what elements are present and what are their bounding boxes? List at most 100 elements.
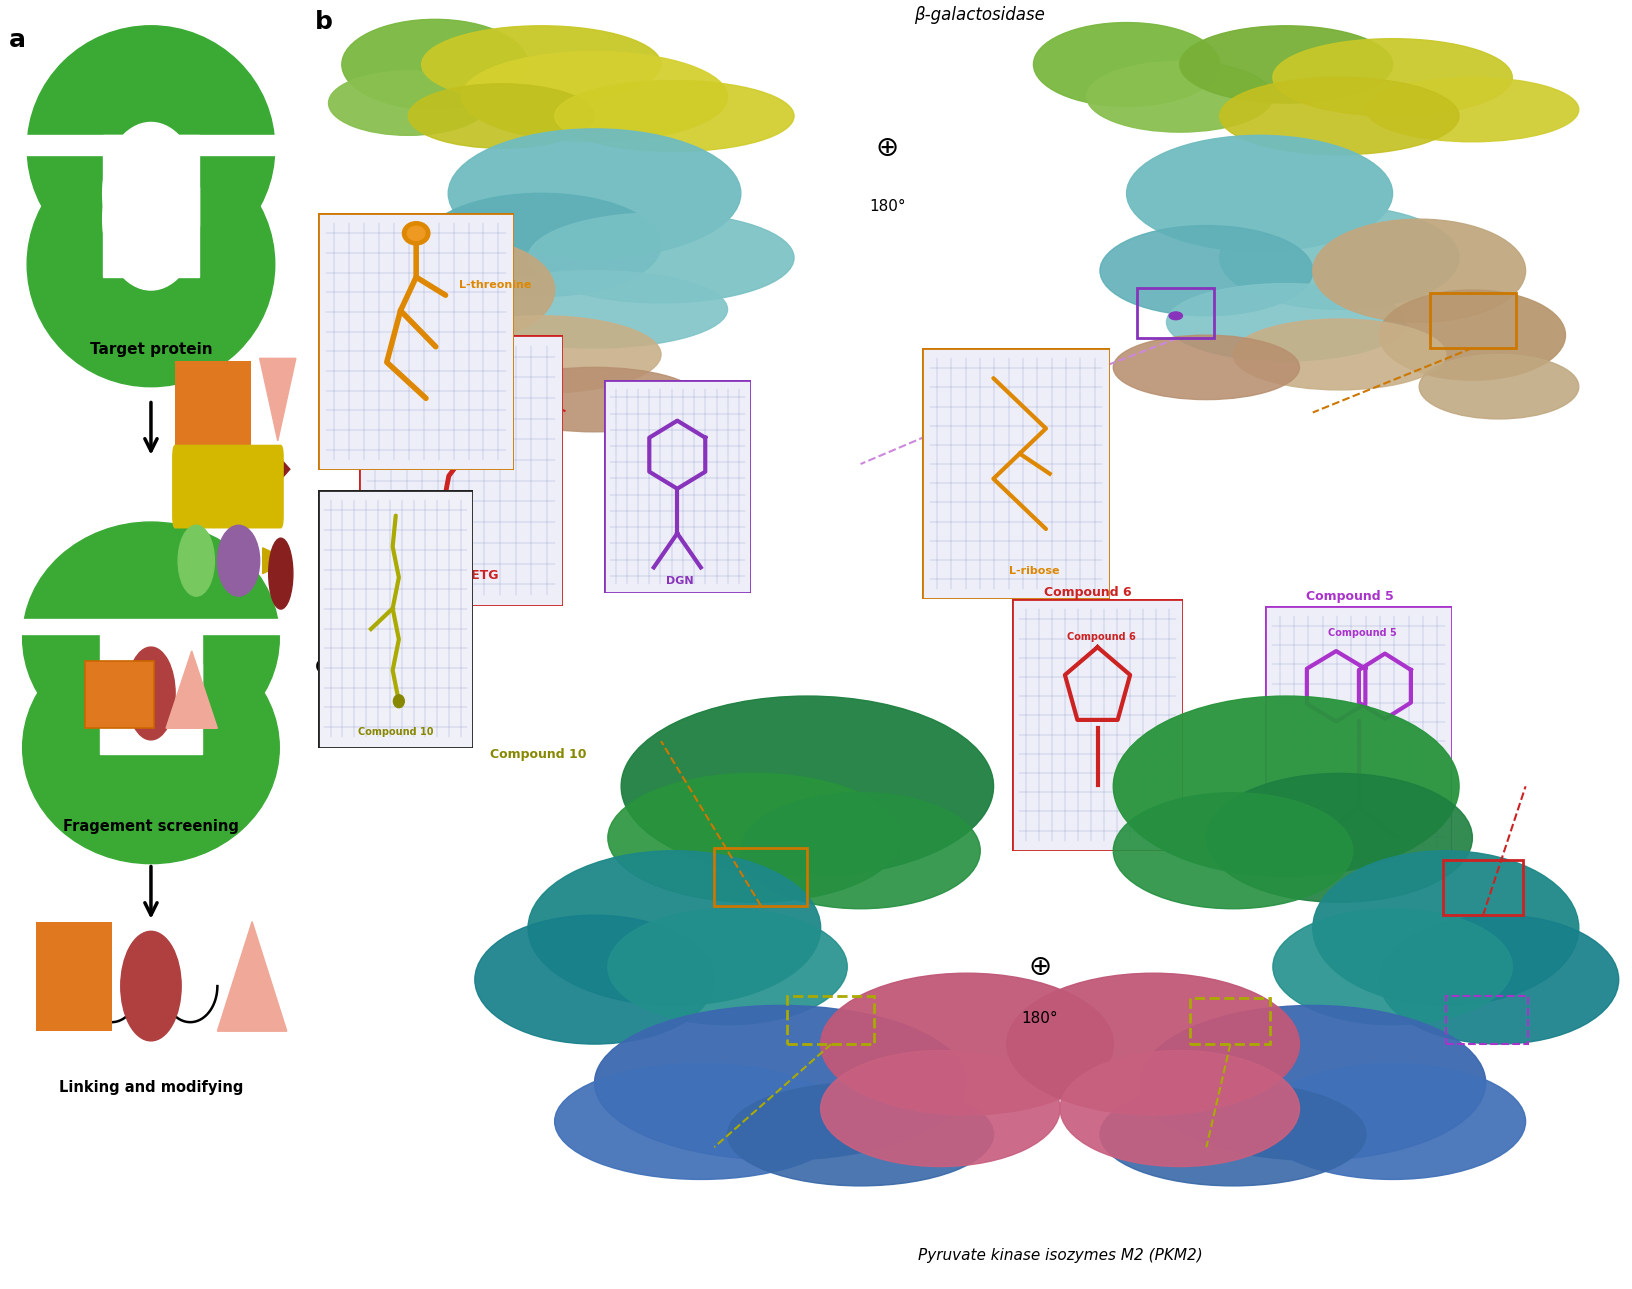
Ellipse shape bbox=[421, 26, 661, 103]
Text: Compound 5: Compound 5 bbox=[1328, 628, 1397, 638]
Ellipse shape bbox=[106, 638, 196, 754]
Ellipse shape bbox=[1379, 290, 1565, 380]
Ellipse shape bbox=[607, 773, 901, 902]
Ellipse shape bbox=[178, 526, 214, 596]
Ellipse shape bbox=[103, 148, 199, 290]
Bar bbox=[103, 135, 199, 226]
Polygon shape bbox=[253, 449, 290, 490]
Ellipse shape bbox=[622, 696, 994, 877]
Ellipse shape bbox=[1113, 793, 1353, 909]
Ellipse shape bbox=[328, 71, 488, 135]
Ellipse shape bbox=[1100, 226, 1312, 316]
FancyBboxPatch shape bbox=[171, 445, 284, 528]
Text: L-ribose: L-ribose bbox=[1010, 566, 1059, 576]
Polygon shape bbox=[217, 922, 287, 1031]
Bar bbox=[103, 187, 199, 277]
Text: c: c bbox=[315, 655, 330, 678]
Ellipse shape bbox=[821, 973, 1113, 1115]
Text: b: b bbox=[315, 10, 333, 34]
Ellipse shape bbox=[269, 539, 292, 610]
Ellipse shape bbox=[1219, 77, 1459, 155]
Ellipse shape bbox=[1206, 773, 1472, 902]
Ellipse shape bbox=[449, 129, 741, 258]
Ellipse shape bbox=[1113, 335, 1299, 400]
Ellipse shape bbox=[1169, 312, 1183, 320]
Ellipse shape bbox=[421, 316, 661, 393]
Text: DGN: DGN bbox=[666, 576, 694, 586]
Ellipse shape bbox=[408, 227, 424, 240]
Ellipse shape bbox=[1087, 62, 1273, 133]
Bar bbox=[100, 664, 202, 754]
Ellipse shape bbox=[728, 1083, 994, 1186]
Bar bbox=[0, 619, 302, 634]
Ellipse shape bbox=[741, 793, 981, 909]
Ellipse shape bbox=[127, 647, 175, 740]
Ellipse shape bbox=[1273, 909, 1513, 1025]
Ellipse shape bbox=[1273, 39, 1513, 116]
Text: ⊕: ⊕ bbox=[1028, 953, 1051, 981]
Polygon shape bbox=[259, 358, 295, 441]
Text: 180°: 180° bbox=[868, 199, 906, 214]
Text: Pyruvate kinase isozymes M2 (PKM2): Pyruvate kinase isozymes M2 (PKM2) bbox=[917, 1248, 1203, 1263]
FancyBboxPatch shape bbox=[318, 490, 473, 748]
Ellipse shape bbox=[1379, 915, 1619, 1044]
Ellipse shape bbox=[475, 915, 715, 1044]
Ellipse shape bbox=[555, 80, 795, 152]
Ellipse shape bbox=[462, 271, 728, 348]
Ellipse shape bbox=[23, 522, 279, 754]
Text: a: a bbox=[10, 28, 26, 53]
Ellipse shape bbox=[1126, 135, 1392, 251]
Ellipse shape bbox=[106, 632, 196, 748]
Polygon shape bbox=[166, 651, 217, 728]
Ellipse shape bbox=[393, 695, 405, 708]
Ellipse shape bbox=[121, 931, 181, 1042]
FancyBboxPatch shape bbox=[604, 380, 751, 593]
Text: Target protein: Target protein bbox=[90, 342, 212, 357]
Ellipse shape bbox=[28, 26, 274, 271]
Ellipse shape bbox=[1366, 77, 1578, 142]
FancyBboxPatch shape bbox=[1012, 599, 1183, 851]
Ellipse shape bbox=[529, 213, 795, 303]
FancyBboxPatch shape bbox=[1265, 606, 1452, 857]
Ellipse shape bbox=[328, 290, 488, 380]
Ellipse shape bbox=[821, 1051, 1061, 1167]
Ellipse shape bbox=[1113, 696, 1459, 877]
Ellipse shape bbox=[369, 238, 555, 342]
Ellipse shape bbox=[488, 367, 702, 432]
Text: Linking and modifying: Linking and modifying bbox=[59, 1080, 243, 1096]
Ellipse shape bbox=[1260, 1063, 1526, 1179]
FancyBboxPatch shape bbox=[922, 348, 1110, 599]
Polygon shape bbox=[263, 548, 290, 574]
Text: ⊕: ⊕ bbox=[875, 134, 899, 162]
Ellipse shape bbox=[1234, 318, 1446, 389]
Ellipse shape bbox=[23, 632, 279, 864]
Ellipse shape bbox=[529, 851, 821, 1005]
FancyBboxPatch shape bbox=[36, 922, 111, 1031]
Text: β-galactosidase: β-galactosidase bbox=[914, 6, 1044, 24]
Ellipse shape bbox=[1167, 284, 1405, 361]
Ellipse shape bbox=[1100, 1083, 1366, 1186]
Ellipse shape bbox=[1312, 851, 1578, 1005]
Ellipse shape bbox=[421, 193, 661, 296]
Text: Compound 10: Compound 10 bbox=[490, 748, 586, 761]
FancyBboxPatch shape bbox=[359, 335, 563, 606]
Ellipse shape bbox=[447, 356, 475, 380]
Ellipse shape bbox=[594, 1005, 966, 1160]
Ellipse shape bbox=[1033, 22, 1219, 106]
Text: Compound 6: Compound 6 bbox=[1044, 586, 1133, 599]
Ellipse shape bbox=[403, 222, 429, 245]
FancyBboxPatch shape bbox=[318, 213, 514, 470]
Ellipse shape bbox=[1219, 206, 1459, 309]
Ellipse shape bbox=[341, 348, 529, 425]
Ellipse shape bbox=[1420, 354, 1578, 419]
Ellipse shape bbox=[408, 84, 594, 148]
Ellipse shape bbox=[1180, 26, 1392, 103]
Text: L-threonine: L-threonine bbox=[459, 280, 532, 290]
Ellipse shape bbox=[103, 122, 199, 264]
Text: Compound 10: Compound 10 bbox=[357, 727, 434, 737]
Ellipse shape bbox=[406, 311, 423, 321]
Ellipse shape bbox=[607, 909, 847, 1025]
Ellipse shape bbox=[462, 52, 728, 142]
Ellipse shape bbox=[28, 142, 274, 387]
Bar bbox=[100, 632, 202, 722]
